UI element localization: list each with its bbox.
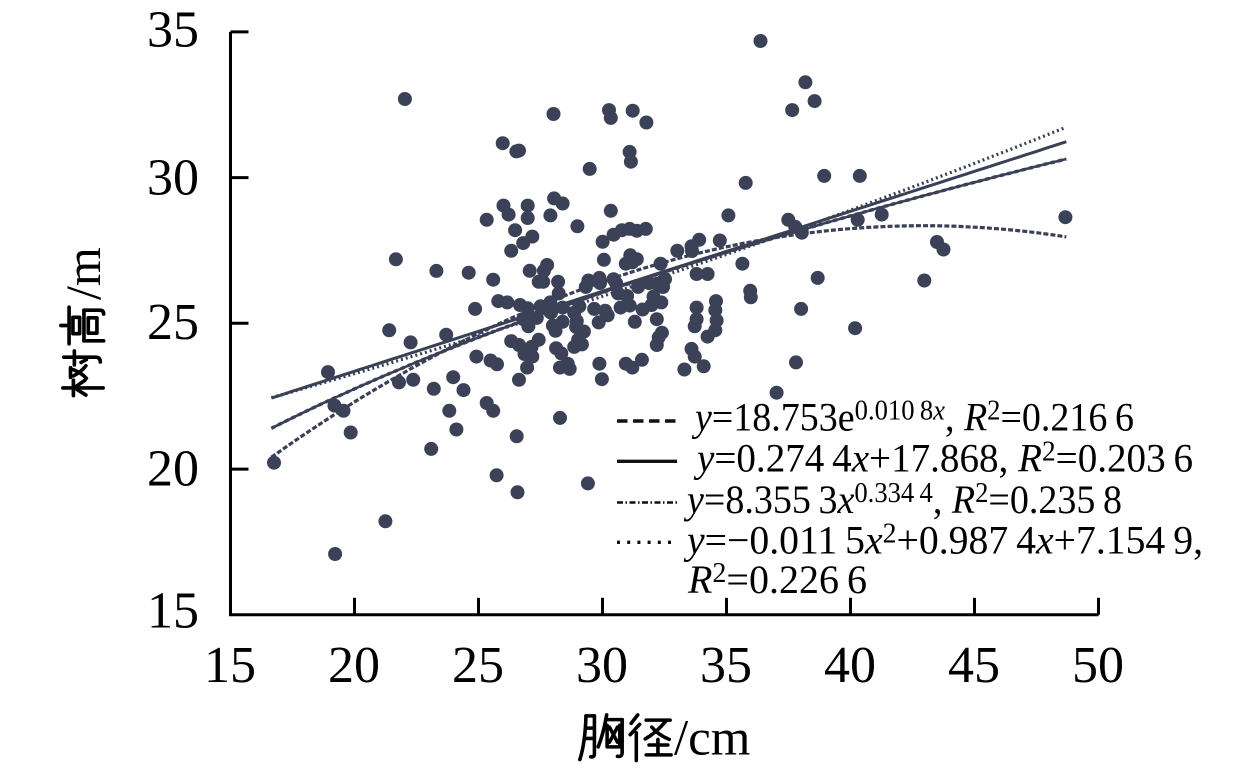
svg-text:/cm: /cm bbox=[674, 711, 750, 767]
svg-text:y=0.274 4x+17.868, R2=0.203 6: y=0.274 4x+17.868, R2=0.203 6 bbox=[693, 436, 1193, 481]
svg-text:25: 25 bbox=[452, 637, 504, 694]
svg-text:/m: /m bbox=[55, 247, 111, 300]
svg-text:15: 15 bbox=[204, 637, 256, 694]
svg-text:40: 40 bbox=[824, 637, 876, 694]
svg-text:20: 20 bbox=[147, 441, 199, 498]
svg-text:y=8.355 3x0.334 4, R2=0.235 8: y=8.355 3x0.334 4, R2=0.235 8 bbox=[683, 477, 1122, 522]
svg-text:25: 25 bbox=[147, 294, 199, 351]
svg-text:20: 20 bbox=[328, 637, 380, 694]
svg-text:15: 15 bbox=[147, 583, 199, 640]
svg-text:y=−0.011 5x2+0.987 4x+7.154 9,: y=−0.011 5x2+0.987 4x+7.154 9, bbox=[683, 518, 1203, 563]
svg-text:R2=0.226 6: R2=0.226 6 bbox=[687, 557, 867, 602]
svg-text:35: 35 bbox=[147, 1, 199, 58]
svg-text:35: 35 bbox=[700, 637, 752, 694]
svg-text:50: 50 bbox=[1072, 637, 1124, 694]
svg-text:y=18.753e0.010 8x, R2=0.216 6: y=18.753e0.010 8x, R2=0.216 6 bbox=[691, 395, 1134, 440]
svg-text:45: 45 bbox=[948, 637, 1000, 694]
svg-text:30: 30 bbox=[147, 150, 199, 207]
svg-text:30: 30 bbox=[576, 637, 628, 694]
